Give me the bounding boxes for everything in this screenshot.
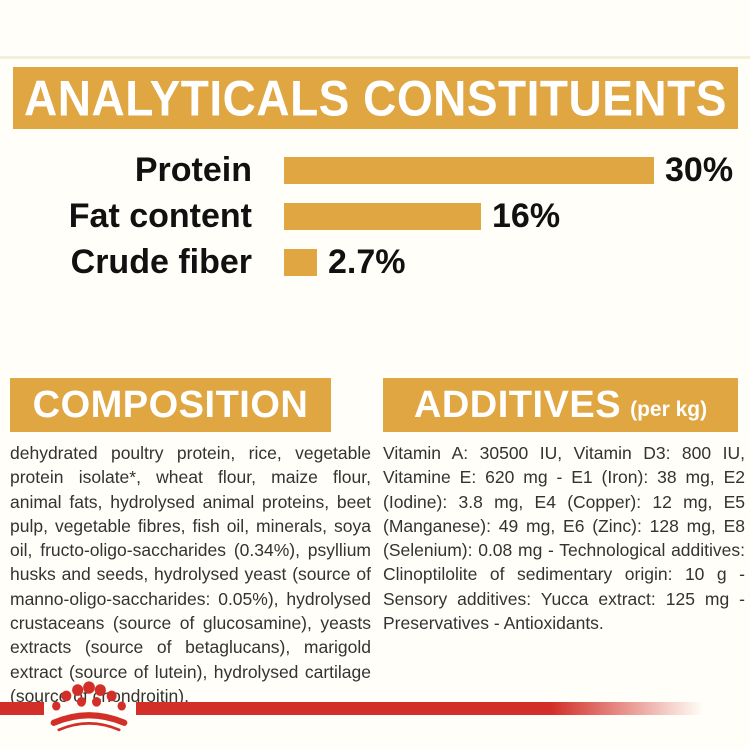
additives-heading: ADDITIVES [413,383,622,426]
chart-bar-fill [284,156,654,184]
page-title: ANALYTICALS CONSTITUENTS [24,69,727,127]
chart-bar-fill [284,248,317,276]
chart-bar-fill [284,202,481,230]
additives-heading-suffix: (per kg) [630,398,708,421]
chart-value-label: 16% [492,196,561,235]
royal-canin-crown-paw-logo-icon [50,681,128,732]
composition-header-bar: COMPOSITION [10,378,331,432]
footer-red-band-right [136,702,746,715]
chart-value-label: 2.7% [328,242,406,281]
composition-heading: COMPOSITION [32,383,309,426]
additives-header-bar: ADDITIVES (per kg) [383,378,738,432]
composition-body-text: dehydrated poultry protein, rice, vegeta… [10,443,371,706]
chart-row-crude-fiber: Crude fiber 2.7% [0,242,750,281]
chart-category-label: Crude fiber [70,242,252,281]
top-divider-rule [0,56,750,59]
chart-category-label: Fat content [68,196,252,235]
chart-value-label: 30% [665,150,734,189]
additives-body-text: Vitamin A: 30500 IU, Vitamin D3: 800 IU,… [383,443,745,634]
chart-row-fat-content: Fat content 16% [0,196,750,235]
chart-category-label: Protein [134,150,252,189]
chart-row-protein: Protein 30% [0,150,750,189]
footer-red-band-left [0,702,44,715]
analyticals-header-bar: ANALYTICALS CONSTITUENTS [13,67,738,129]
